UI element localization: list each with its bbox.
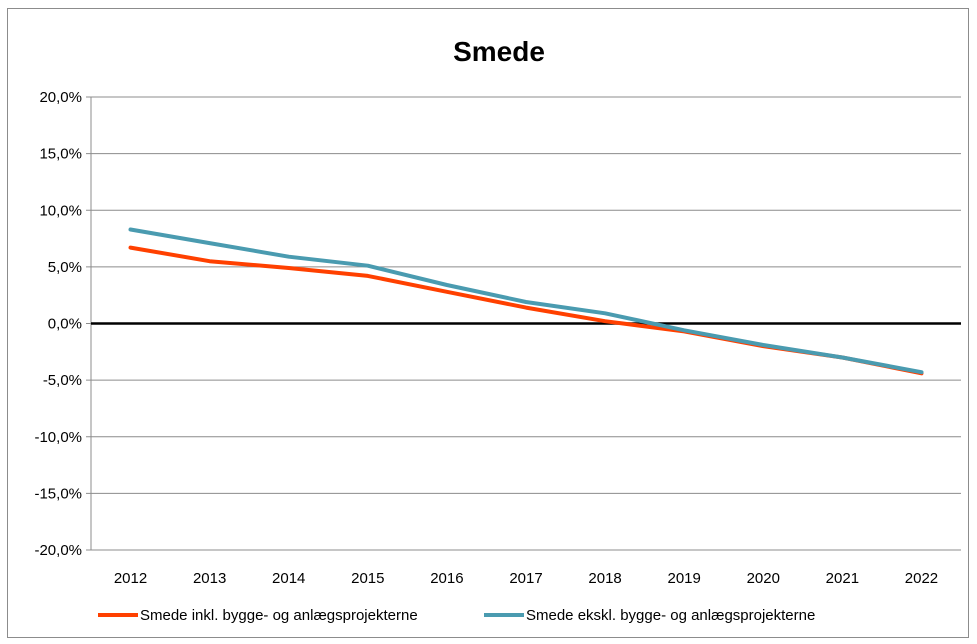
series-lines bbox=[128, 227, 924, 376]
x-axis-ticks: 2012 2013 2014 2015 2016 2017 2018 2019 2020 2021… bbox=[114, 570, 938, 587]
y-tick-label: -15,0% bbox=[34, 485, 82, 502]
x-tick-label: 2018 bbox=[588, 570, 621, 587]
x-tick-label: 2020 bbox=[747, 570, 780, 587]
legend-label: Smede inkl. bygge- og anlægsprojekterne bbox=[140, 607, 418, 624]
chart-title: Smede bbox=[453, 36, 545, 67]
gridlines bbox=[91, 96, 961, 551]
x-tick-label: 2021 bbox=[826, 570, 859, 587]
y-tick-label: -5,0% bbox=[43, 372, 82, 389]
x-tick-label: 2014 bbox=[272, 570, 305, 587]
y-tick-label: -20,0% bbox=[34, 542, 82, 559]
axes bbox=[90, 97, 961, 550]
legend-item-1: Smede inkl. bygge- og anlægsprojekterne bbox=[98, 607, 418, 624]
y-axis-ticks: 20,0% 15,0% 10,0% 5,0% 0,0% -5,0% -10,0% -15,0%… bbox=[34, 89, 91, 559]
chart-frame: Smede 20,0% 15,0% 10,0% 5,0% 0,0% -5,0% -10,0%… bbox=[7, 8, 969, 638]
y-tick-label: 15,0% bbox=[39, 146, 82, 163]
legend: Smede inkl. bygge- og anlægsprojekterne S… bbox=[98, 607, 815, 624]
legend-label: Smede ekskl. bygge- og anlægsprojekterne bbox=[526, 607, 815, 624]
x-tick-label: 2015 bbox=[351, 570, 384, 587]
line-chart: Smede 20,0% 15,0% 10,0% 5,0% 0,0% -5,0% -10,0%… bbox=[34, 36, 961, 624]
y-tick-label: 0,0% bbox=[48, 316, 82, 333]
series-line-2 bbox=[128, 227, 924, 375]
y-tick-label: 20,0% bbox=[39, 89, 82, 106]
x-tick-label: 2012 bbox=[114, 570, 147, 587]
y-tick-label: 5,0% bbox=[48, 259, 82, 276]
x-tick-label: 2022 bbox=[905, 570, 938, 587]
y-tick-label: 10,0% bbox=[39, 202, 82, 219]
x-tick-label: 2016 bbox=[430, 570, 463, 587]
y-tick-label: -10,0% bbox=[34, 429, 82, 446]
x-tick-label: 2013 bbox=[193, 570, 226, 587]
x-tick-label: 2017 bbox=[509, 570, 542, 587]
legend-item-2: Smede ekskl. bygge- og anlægsprojekterne bbox=[484, 607, 815, 624]
x-tick-label: 2019 bbox=[667, 570, 700, 587]
